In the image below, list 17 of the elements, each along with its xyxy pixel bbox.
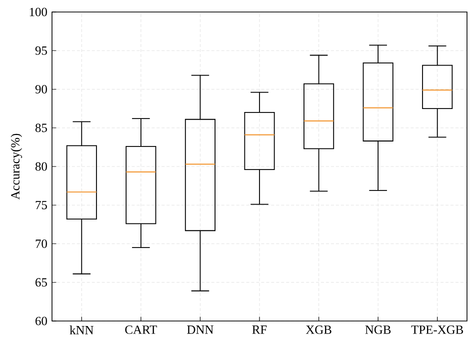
x-tick-label: RF	[252, 326, 267, 334]
y-axis-title: Accuracy(%)	[10, 134, 22, 200]
y-tick-label: 95	[35, 46, 47, 55]
x-tick-label: NGB	[365, 326, 391, 334]
y-tick-label: 70	[36, 240, 47, 248]
x-tick-label: CART	[125, 326, 157, 334]
x-tick-label: kNN	[70, 326, 94, 334]
y-tick-label: 75	[36, 200, 47, 210]
y-tick-label: 100	[30, 8, 47, 16]
x-tick-label: TPE-XGB	[411, 326, 464, 334]
y-tick-label: 60	[36, 316, 47, 326]
y-tick-label: 80	[35, 162, 47, 171]
x-tick-label: XGB	[306, 326, 332, 334]
y-tick-label: 65	[36, 278, 47, 287]
x-tick-label: DNN	[187, 326, 214, 334]
y-tick-label: 90	[35, 85, 47, 94]
y-tick-label: 85	[35, 124, 47, 132]
